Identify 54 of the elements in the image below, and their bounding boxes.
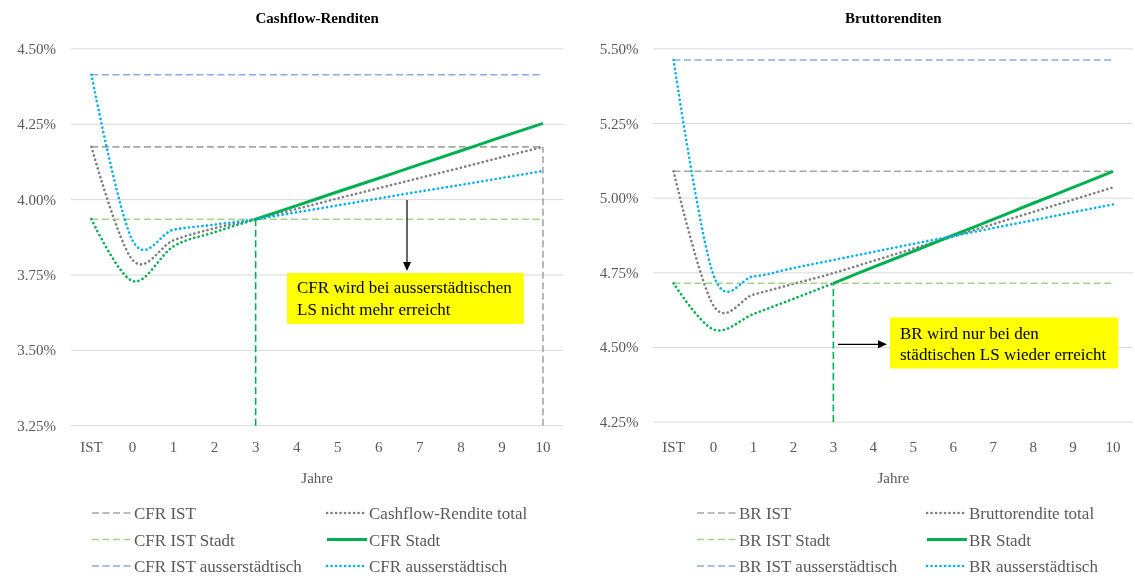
x-tick-label: 0 <box>128 439 137 455</box>
x-tick-label: IST <box>80 439 103 455</box>
chart-title: Bruttorenditen <box>845 10 943 26</box>
x-tick-label: IST <box>662 439 685 455</box>
x-tick-label: 10 <box>1105 439 1121 455</box>
x-tick-label: 9 <box>498 439 506 455</box>
x-tick-label: 9 <box>1069 439 1077 455</box>
x-tick-label: 3 <box>829 439 838 455</box>
y-tick-label: 5.25% <box>599 115 639 132</box>
x-axis-title: Jahre <box>877 470 910 486</box>
legend-label: BR IST <box>739 503 793 523</box>
legend-label: BR ausserstädtisch <box>969 556 1099 576</box>
y-tick-label: 4.00% <box>17 191 56 208</box>
x-tick-label: 4 <box>292 439 301 455</box>
x-tick-label: 10 <box>535 439 551 455</box>
chart-title: Cashflow-Renditen <box>255 10 380 26</box>
x-tick-label: 5 <box>333 439 342 455</box>
x-tick-label: 7 <box>989 439 998 455</box>
y-tick-label: 4.50% <box>599 339 639 356</box>
y-tick-label: 5.50% <box>599 40 639 57</box>
x-tick-label: 2 <box>789 439 798 455</box>
legend-label: CFR IST Stadt <box>134 530 236 549</box>
x-tick-label: 5 <box>909 439 918 455</box>
y-tick-label: 5.00% <box>599 190 639 207</box>
x-tick-label: 6 <box>375 439 384 455</box>
legend-label: BR Stadt <box>969 530 1032 549</box>
y-tick-label: 3.25% <box>17 417 56 434</box>
legend-label: CFR ausserstädtisch <box>369 556 508 576</box>
y-tick-label: 3.50% <box>17 342 56 359</box>
y-tick-label: 4.50% <box>17 40 56 57</box>
x-axis-title: Jahre <box>301 470 334 486</box>
legend-label: BR IST ausserstädtisch <box>739 556 898 576</box>
x-tick-label: 2 <box>210 439 219 455</box>
x-tick-label: 8 <box>1029 439 1037 455</box>
legend-label: CFR IST <box>134 503 197 523</box>
x-tick-label: 8 <box>457 439 465 455</box>
x-tick-label: 7 <box>416 439 425 455</box>
x-tick-label: 1 <box>169 439 178 455</box>
legend-label: BR IST Stadt <box>739 530 831 549</box>
x-tick-label: 6 <box>949 439 958 455</box>
x-tick-label: 3 <box>251 439 260 455</box>
legend-label: Bruttorendite total <box>969 503 1095 523</box>
legend-label: Cashflow-Rendite total <box>369 503 528 523</box>
annotation: CFR wird bei ausserstädtischen LS nicht mehr erreicht <box>297 278 513 319</box>
legend-label: CFR Stadt <box>369 530 441 549</box>
y-tick-label: 4.25% <box>17 116 56 133</box>
x-tick-label: 4 <box>869 439 878 455</box>
y-tick-label: 4.75% <box>599 264 639 281</box>
annotation: BR wird nur bei den städtischen LS wieder erreicht <box>900 323 1107 364</box>
legend-label: CFR IST ausserstädtisch <box>134 556 303 576</box>
x-tick-label: 1 <box>749 439 758 455</box>
y-tick-label: 4.25% <box>599 414 639 431</box>
y-tick-label: 3.75% <box>17 266 56 283</box>
x-tick-label: 0 <box>709 439 718 455</box>
